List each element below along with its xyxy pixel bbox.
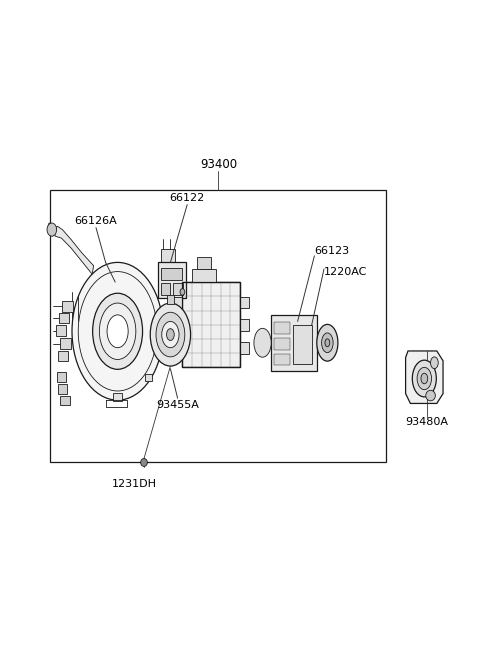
Ellipse shape	[180, 289, 185, 295]
Bar	[145, 375, 152, 381]
Bar	[161, 249, 175, 266]
Bar	[293, 325, 312, 364]
Bar	[240, 319, 249, 331]
Ellipse shape	[141, 459, 147, 466]
Ellipse shape	[107, 315, 128, 348]
Ellipse shape	[93, 293, 143, 369]
Bar	[60, 338, 71, 349]
Polygon shape	[54, 226, 94, 274]
Ellipse shape	[72, 262, 163, 400]
Bar	[113, 393, 122, 401]
Ellipse shape	[156, 312, 185, 357]
Bar	[60, 396, 70, 405]
Bar	[158, 262, 186, 298]
Ellipse shape	[431, 357, 438, 369]
Bar	[274, 354, 290, 365]
Bar	[173, 319, 182, 331]
Ellipse shape	[254, 328, 271, 357]
Bar	[59, 313, 69, 323]
Text: 93400: 93400	[200, 157, 237, 171]
Bar	[240, 342, 249, 354]
Ellipse shape	[99, 303, 136, 359]
Bar	[173, 283, 183, 295]
Ellipse shape	[162, 321, 179, 348]
Bar	[57, 372, 66, 382]
Text: 1231DH: 1231DH	[112, 479, 157, 489]
Bar	[50, 190, 386, 462]
Polygon shape	[48, 223, 57, 236]
Ellipse shape	[167, 329, 174, 340]
Bar	[173, 342, 182, 354]
Ellipse shape	[47, 223, 57, 236]
Bar	[182, 282, 240, 367]
Text: 93480A: 93480A	[406, 417, 449, 426]
Bar	[58, 351, 68, 361]
Bar	[274, 338, 290, 350]
Bar	[197, 257, 211, 269]
Polygon shape	[406, 351, 443, 403]
Bar	[271, 315, 317, 371]
Bar	[56, 325, 66, 336]
Ellipse shape	[412, 360, 436, 397]
Bar	[182, 282, 240, 367]
Bar	[274, 322, 290, 334]
Ellipse shape	[421, 373, 428, 384]
Ellipse shape	[325, 338, 330, 346]
Ellipse shape	[317, 324, 338, 361]
Bar	[173, 297, 182, 308]
Text: 66126A: 66126A	[74, 216, 118, 226]
Bar	[167, 295, 174, 304]
Ellipse shape	[417, 367, 432, 390]
Bar	[161, 283, 170, 295]
Ellipse shape	[150, 303, 191, 366]
Text: 93455A: 93455A	[156, 400, 199, 410]
Bar	[62, 301, 73, 312]
Text: 1220AC: 1220AC	[324, 267, 367, 277]
Bar	[161, 268, 182, 280]
Bar	[192, 269, 216, 282]
Bar	[58, 384, 67, 394]
Text: 66122: 66122	[169, 194, 205, 203]
Ellipse shape	[426, 390, 435, 401]
Text: 66123: 66123	[314, 246, 349, 256]
Ellipse shape	[322, 333, 333, 352]
Bar	[240, 297, 249, 308]
